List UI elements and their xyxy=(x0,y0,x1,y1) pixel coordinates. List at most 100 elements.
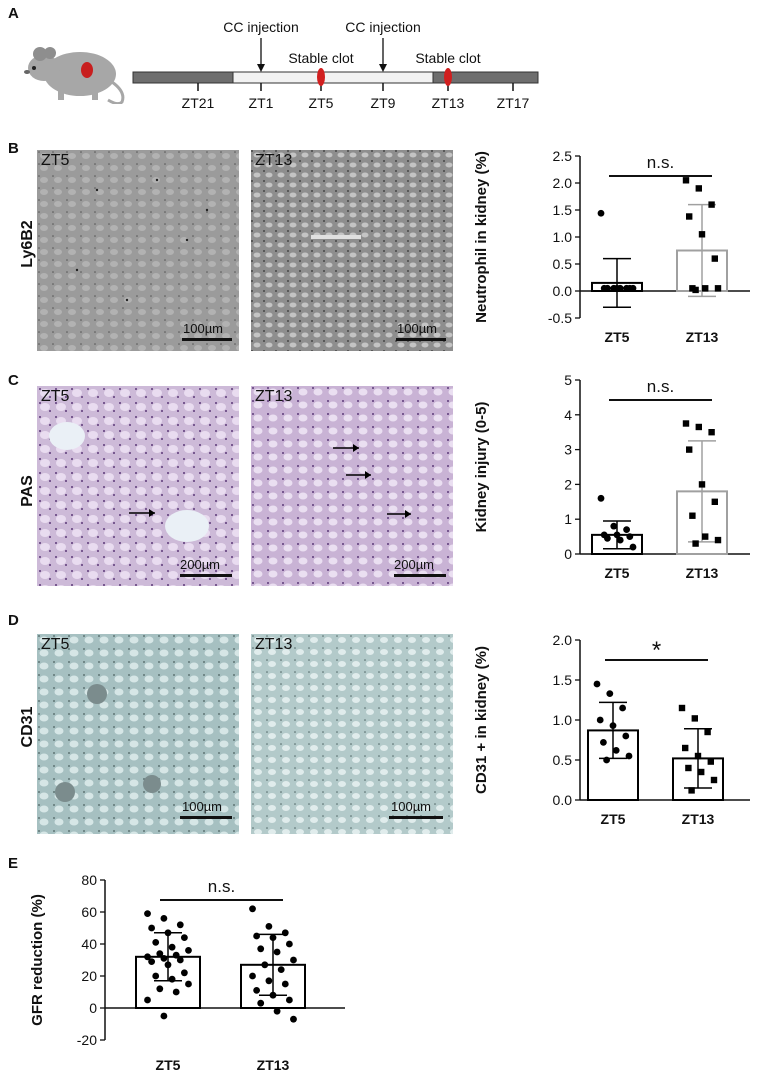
data-point xyxy=(269,991,277,999)
scale-bar-label: 200µm xyxy=(394,557,435,572)
scale-bar-label: 100µm xyxy=(182,799,223,814)
data-point xyxy=(277,966,285,973)
y-tick-label: 1.5 xyxy=(553,672,573,688)
scale-bar xyxy=(394,574,446,577)
data-point xyxy=(290,956,297,964)
data-point xyxy=(265,923,273,930)
data-point xyxy=(604,534,611,542)
scale-bar-label: 100µm xyxy=(391,799,432,814)
data-point xyxy=(616,536,624,544)
data-point xyxy=(619,704,626,712)
clot-marker xyxy=(317,68,325,86)
x-tick-label: ZT13 xyxy=(257,1057,290,1072)
scale-bar xyxy=(389,816,443,819)
tissue-texture xyxy=(37,634,239,834)
micrograph-cd31-zt13: ZT13 100µm xyxy=(251,634,453,834)
data-point xyxy=(625,752,633,760)
micrograph-ly6b2-zt13: ZT13 100µm xyxy=(251,150,453,351)
data-point xyxy=(692,540,699,547)
scale-bar xyxy=(396,338,446,341)
data-point xyxy=(290,1015,297,1023)
panel-letter-a: A xyxy=(8,5,19,22)
data-point xyxy=(257,999,265,1007)
data-point xyxy=(273,1007,281,1015)
tissue-texture xyxy=(37,150,239,351)
panel-letter-d: D xyxy=(8,612,19,629)
data-point xyxy=(172,988,180,996)
panel-letter-c: C xyxy=(8,372,19,389)
clot-label: Stable clot xyxy=(415,50,480,66)
data-point xyxy=(678,704,686,712)
data-point xyxy=(622,732,630,740)
micrograph-label: ZT5 xyxy=(41,388,70,405)
data-point xyxy=(686,213,693,220)
data-point xyxy=(156,985,164,993)
data-point xyxy=(623,526,630,534)
data-point xyxy=(273,948,281,956)
clot-label: Stable clot xyxy=(288,50,353,66)
x-tick-label: ZT13 xyxy=(686,565,719,581)
data-point xyxy=(176,921,184,929)
scale-bar xyxy=(180,816,232,819)
data-point xyxy=(689,512,696,519)
tissue-texture xyxy=(251,634,453,834)
data-point xyxy=(144,910,151,917)
data-point xyxy=(612,747,620,754)
tissue-texture xyxy=(251,386,453,586)
data-point xyxy=(691,715,698,722)
y-tick-label: 2.0 xyxy=(553,175,573,191)
data-point xyxy=(613,531,621,539)
data-point xyxy=(185,980,192,988)
x-tick-label: ZT5 xyxy=(605,329,630,345)
mouse-icon xyxy=(24,47,125,104)
data-point xyxy=(682,420,690,427)
scale-bar-label: 100µm xyxy=(397,321,438,336)
tissue-texture xyxy=(251,150,453,351)
data-point xyxy=(626,533,634,540)
data-point xyxy=(152,939,160,946)
data-point xyxy=(702,533,709,540)
data-point xyxy=(698,768,705,776)
x-tick-label: ZT13 xyxy=(686,329,719,345)
y-tick-label: 1.5 xyxy=(553,202,573,218)
y-tick-label: 1 xyxy=(564,511,572,527)
data-point xyxy=(593,680,601,688)
significance-label: * xyxy=(652,637,661,664)
chart-neutrophil: Neutrophil in kidney (%) -0.5 0.0 0.5 1.0 1.5… xyxy=(473,148,750,345)
tissue-texture xyxy=(37,386,239,586)
y-tick-label: 2 xyxy=(564,476,572,492)
data-point xyxy=(710,776,718,784)
x-tick-label: ZT5 xyxy=(605,565,630,581)
data-point xyxy=(156,950,164,957)
y-tick-label: 40 xyxy=(81,936,97,952)
data-point xyxy=(281,980,289,988)
y-axis-label: Neutrophil in kidney (%) xyxy=(473,151,490,323)
data-point xyxy=(609,722,617,729)
timeline-tick-label: ZT13 xyxy=(432,95,465,111)
data-point xyxy=(714,285,722,292)
y-tick-label: 2.5 xyxy=(553,148,573,164)
timeline-tick-label: ZT21 xyxy=(182,95,215,111)
x-tick-label: ZT5 xyxy=(156,1057,181,1072)
micrograph-label: ZT13 xyxy=(255,636,293,653)
event-arrowhead xyxy=(257,64,265,72)
y-tick-label: 5 xyxy=(564,372,572,388)
data-point xyxy=(168,943,176,951)
kidney-icon xyxy=(81,62,93,78)
stain-label-ly6b2: Ly6B2 xyxy=(19,220,36,268)
event-arrowhead xyxy=(379,64,387,72)
data-point xyxy=(180,969,188,977)
data-point xyxy=(695,423,702,431)
data-point xyxy=(261,961,269,969)
micrograph-label: ZT13 xyxy=(255,388,293,405)
data-point xyxy=(711,498,718,505)
chart-gfr-reduction: GFR reduction (%) -20 0 20 40 60 80 ZT5 ZT13 n.s. xyxy=(29,872,345,1072)
data-point xyxy=(604,284,611,292)
y-tick-label: 20 xyxy=(81,968,97,984)
y-tick-label: 1.0 xyxy=(553,712,573,728)
y-tick-label: 1.0 xyxy=(553,229,573,245)
data-point xyxy=(610,522,618,530)
data-point xyxy=(285,940,293,948)
clot-marker xyxy=(444,68,452,86)
micrograph-pas-zt5: ZT5 200µm xyxy=(37,386,239,586)
